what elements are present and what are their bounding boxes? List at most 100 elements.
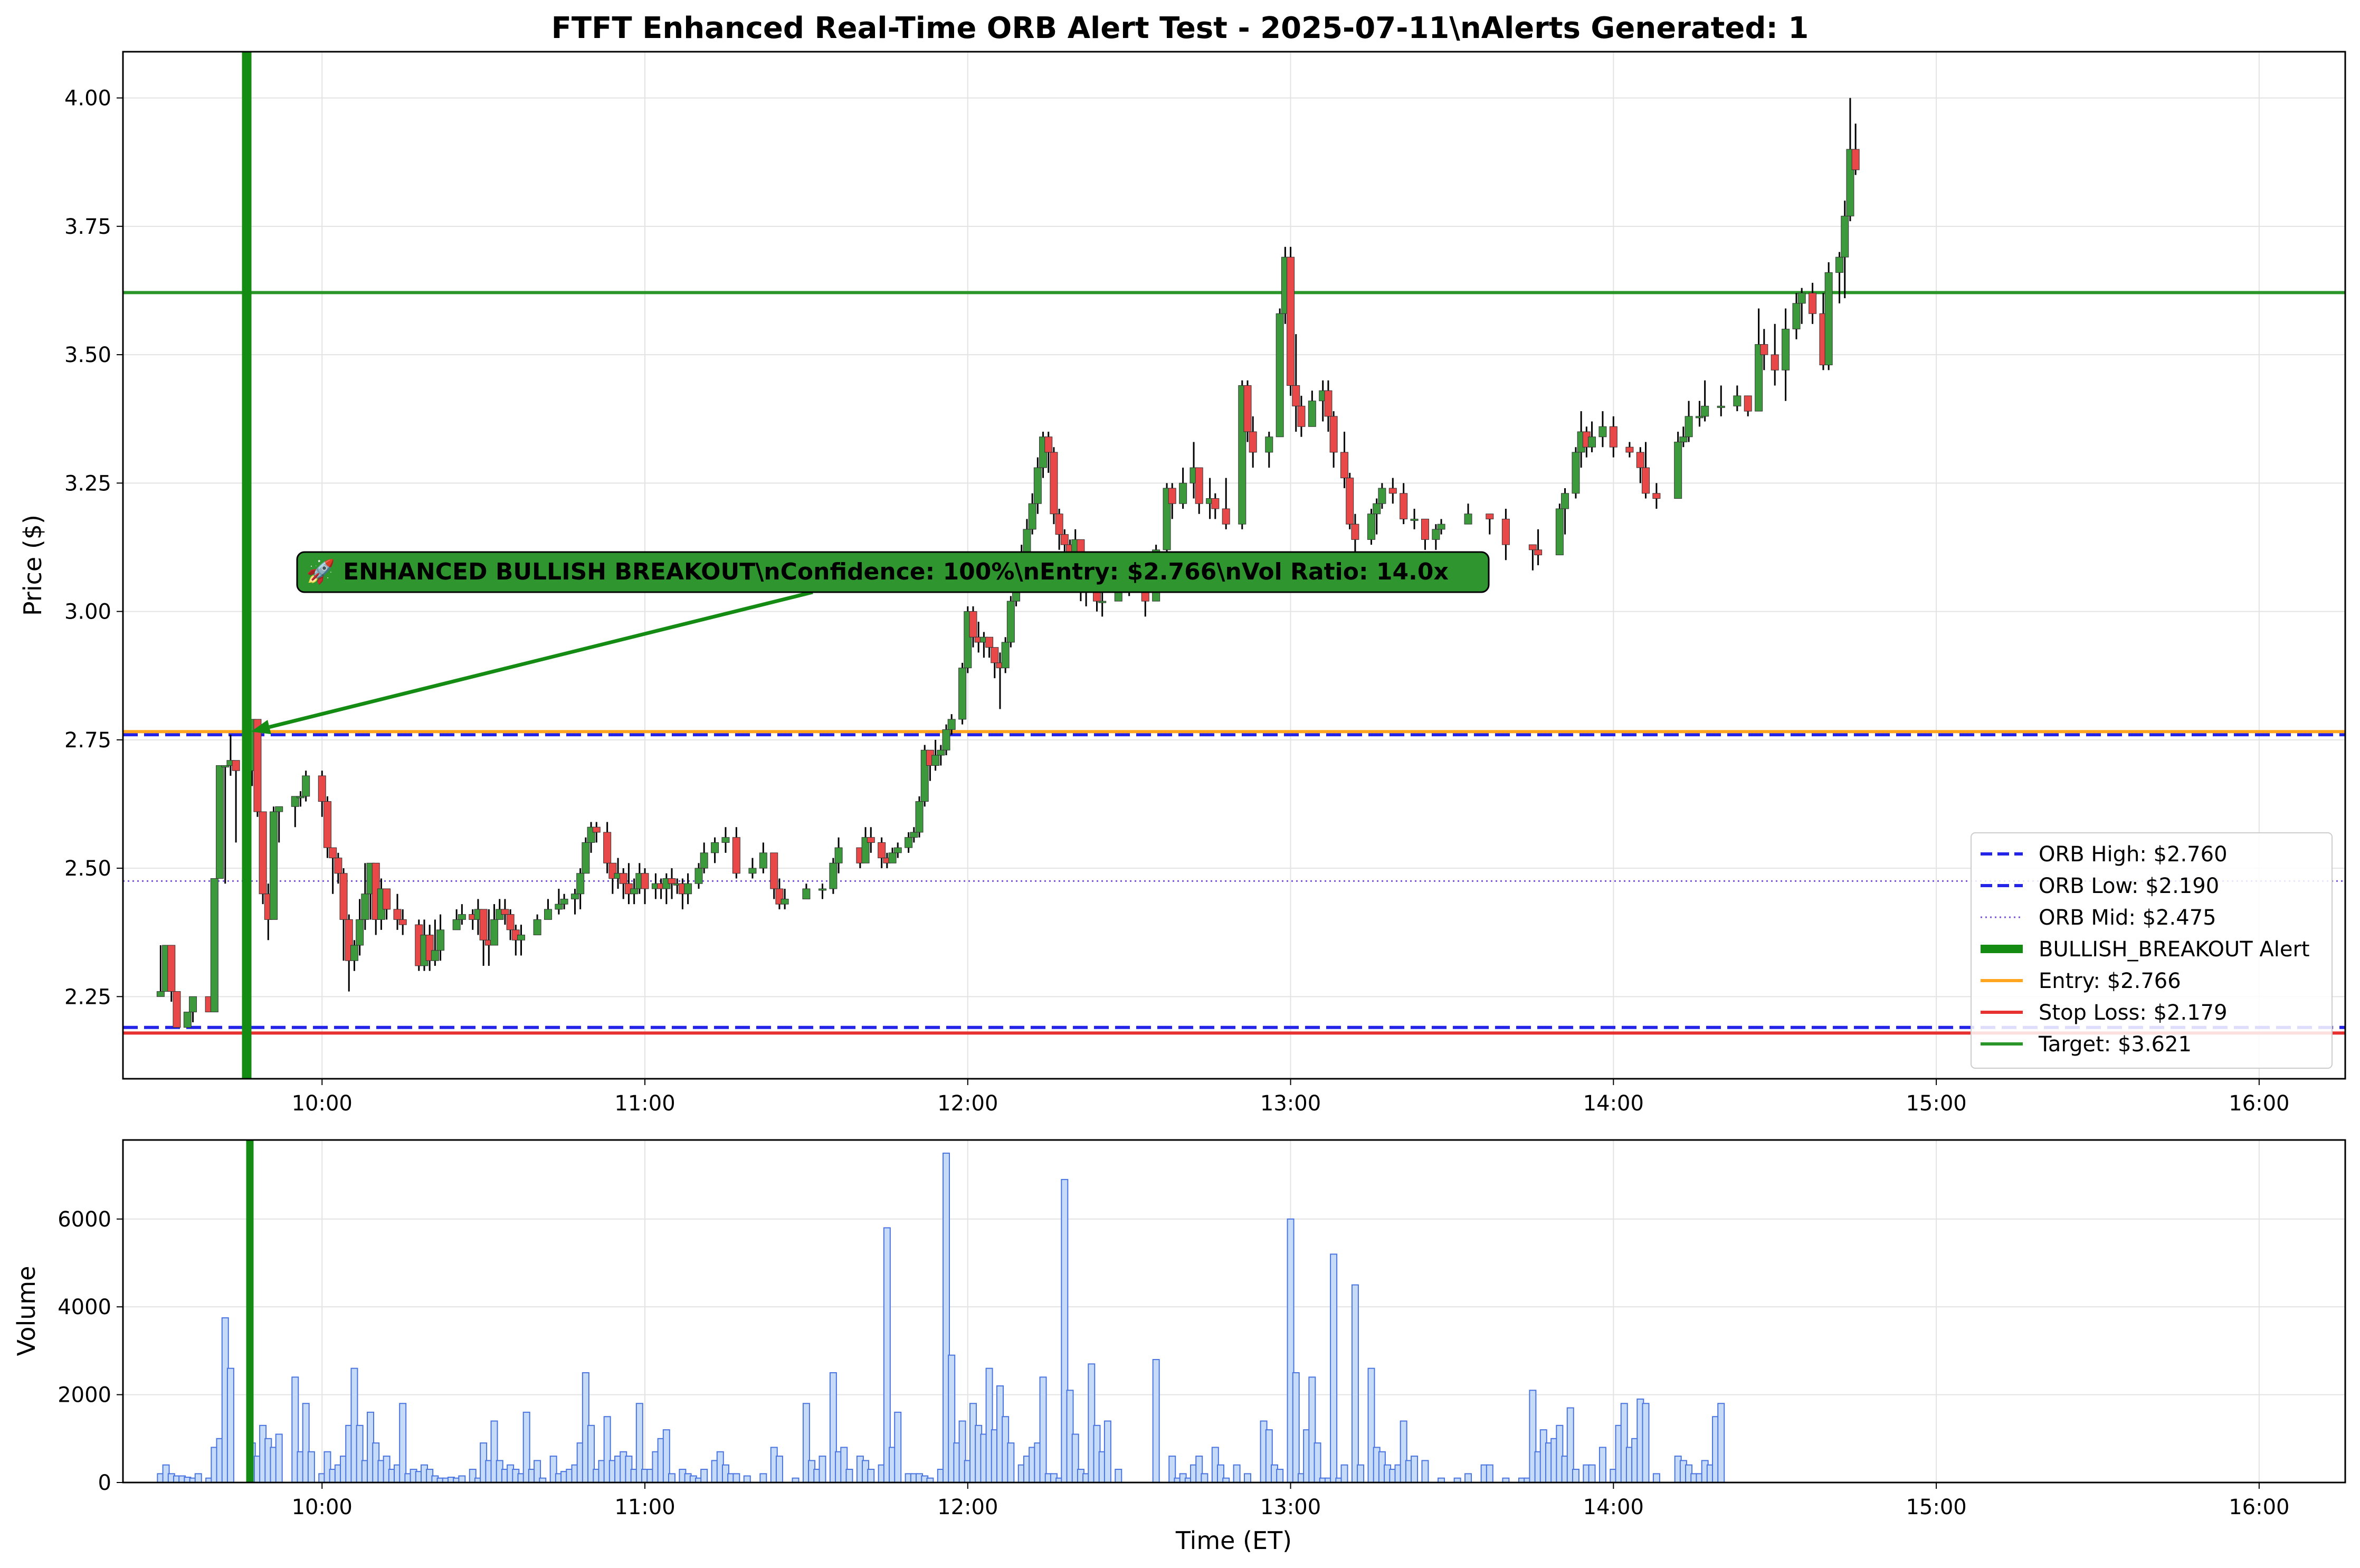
candle-body-126 [1060,534,1069,545]
candle-body-90 [834,847,843,863]
volume-bar-181 [1340,1464,1348,1484]
candle-body-159 [1346,478,1354,525]
annotation-text: 🚀 ENHANCED BULLISH BREAKOUT\nConfidence:… [306,558,1449,585]
price-grid [123,52,2345,1079]
volume-y-tick-label-2: 4000 [58,1295,111,1319]
volume-bar-96 [732,1473,740,1483]
candle-body-20 [302,775,310,797]
candle-body-147 [1249,431,1257,453]
candle-body-158 [1340,452,1349,479]
candle-body-77 [694,868,703,884]
volume-bar-179 [1330,1253,1338,1483]
candle-body-161 [1367,514,1376,540]
legend-label-0: ORB High: $2.760 [2039,842,2228,867]
volume-bar-165 [1233,1464,1241,1484]
volume-bar-112 [867,1469,875,1484]
candle-body-24 [334,858,342,874]
candle-body-173 [1528,544,1537,550]
price-frame [122,51,2346,1080]
annotation-arrowhead [251,719,271,735]
price-x-tick-label-4: 14:00 [1583,1091,1644,1116]
breakout-annotation: 🚀 ENHANCED BULLISH BREAKOUT\nConfidence:… [251,551,1490,735]
price-y-axis-title: Price ($) [18,515,47,616]
candle-body-83 [759,852,767,869]
candle-body-100 [915,801,924,833]
candle-body-19 [296,796,304,799]
candle-body-18 [291,796,299,807]
candle-body-124 [1050,452,1058,515]
price-x-ticks: 10:00 11:00 12:00 13:00 14:00 15:00 16:00 [292,1079,2290,1116]
candle-body-14 [259,811,267,895]
candle-body-99 [910,832,918,838]
candle-body-188 [1679,436,1688,442]
legend-label-5: Stop Loss: $2.179 [2039,1001,2228,1025]
candle-body-116 [1006,601,1015,643]
candle-body-199 [1792,303,1801,329]
candle-body-67 [630,888,639,895]
candle-body-109 [969,611,977,638]
candle-body-201 [1809,292,1817,314]
price-x-tick-label-6: 16:00 [2229,1091,2289,1116]
volume-bar-172 [1292,1372,1300,1483]
candle-body-55 [555,904,563,910]
candle-body-181 [1598,426,1607,438]
candle-body-35 [398,919,407,925]
candle-body-9 [221,765,230,767]
candle-body-187 [1674,441,1682,499]
volume-bar-49 [458,1475,466,1484]
volume-x-tick-label-4: 14:00 [1583,1495,1644,1519]
volume-y-tick-label-1: 2000 [58,1383,111,1408]
candle-body-176 [1561,493,1569,509]
candle-body-174 [1534,549,1543,556]
candle-body-50 [506,914,515,930]
candle-body-27 [350,945,358,961]
candle-body-115 [1001,642,1010,669]
candle-body-52 [517,935,526,940]
candle-body-11 [232,760,240,771]
candle-body-125 [1055,514,1063,535]
chart-title: FTFT Enhanced Real-Time ORB Alert Test -… [551,11,1809,45]
candle-body-156 [1324,390,1333,417]
volume-bar-210 [1572,1469,1579,1484]
volume-bar-152 [1103,1420,1111,1484]
candle-body-103 [931,755,940,766]
candle-body-184 [1636,452,1644,468]
candle-body-92 [861,837,870,863]
legend-label-4: Entry: $2.766 [2039,969,2181,993]
candle-body-194 [1744,395,1752,412]
candle-body-80 [721,837,730,843]
volume-bar-212 [1588,1464,1596,1484]
price-x-tick-label-5: 15:00 [1906,1091,1966,1116]
price-candles [156,98,1860,1028]
price-y-tick-label-2: 2.75 [64,728,111,753]
volume-bar-97 [743,1475,751,1484]
candle-body-149 [1276,313,1284,438]
volume-y-tick-label-0: 0 [98,1471,111,1495]
volume-y-axis-title: Volume [12,1266,41,1356]
candle-body-107 [958,668,967,720]
candle-body-105 [942,729,950,750]
candle-body-169 [1437,524,1445,530]
candle-body-183 [1625,446,1634,453]
candle-body-59 [582,842,590,874]
price-y-tick-label-4: 3.25 [64,471,111,496]
candle-body-88 [818,888,826,891]
candle-body-152 [1292,385,1300,406]
candle-body-86 [781,898,789,905]
candle-body-81 [732,837,740,874]
candle-body-45 [479,909,488,940]
candle-body-47 [490,919,499,946]
candle-body-69 [641,873,649,889]
candle-body-4 [183,1012,192,1028]
candle-body-205 [1841,215,1849,258]
volume-bar-91 [700,1469,708,1484]
candle-body-186 [1652,493,1661,499]
legend-label-3: BULLISH_BREAKOUT Alert [2039,937,2310,962]
candle-body-93 [867,837,875,843]
candle-body-106 [947,719,956,730]
price-x-tick-label-3: 13:00 [1260,1091,1321,1116]
volume-bar-109 [845,1469,853,1484]
volume-x-tick-label-3: 13:00 [1260,1495,1321,1519]
candle-body-166 [1410,518,1419,521]
candle-body-34 [393,909,402,920]
